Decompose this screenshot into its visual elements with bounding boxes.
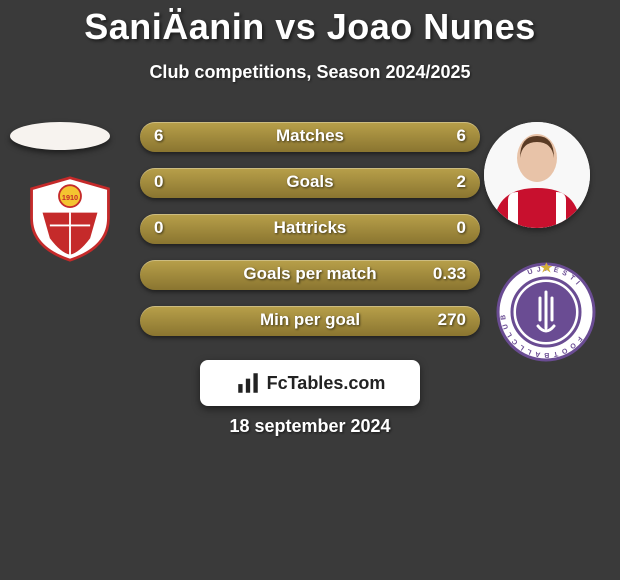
stat-value-right: 0	[457, 218, 466, 238]
stat-row: 0Goals2	[0, 168, 620, 214]
stat-pill: 0Hattricks0	[140, 214, 480, 244]
bar-chart-icon	[235, 370, 261, 396]
date-label: 18 september 2024	[0, 416, 620, 437]
stat-row: 6Matches6	[0, 122, 620, 168]
stat-label: Min per goal	[140, 310, 480, 330]
stats-area: 6Matches60Goals20Hattricks0Goals per mat…	[0, 122, 620, 352]
comparison-subtitle: Club competitions, Season 2024/2025	[0, 48, 620, 83]
stat-label: Hattricks	[140, 218, 480, 238]
stat-label: Goals per match	[140, 264, 480, 284]
stat-pill: Goals per match0.33	[140, 260, 480, 290]
stat-label: Goals	[140, 172, 480, 192]
stat-value-right: 6	[457, 126, 466, 146]
stat-label: Matches	[140, 126, 480, 146]
brand-text: FcTables.com	[267, 373, 386, 394]
stat-row: Goals per match0.33	[0, 260, 620, 306]
stat-pill: Min per goal270	[140, 306, 480, 336]
brand-badge: FcTables.com	[200, 360, 420, 406]
comparison-title: SaniÄanin vs Joao Nunes	[0, 0, 620, 48]
stat-row: 0Hattricks0	[0, 214, 620, 260]
stat-pill: 6Matches6	[140, 122, 480, 152]
stat-row: Min per goal270	[0, 306, 620, 352]
stat-pill: 0Goals2	[140, 168, 480, 198]
stat-value-right: 0.33	[433, 264, 466, 284]
stat-value-right: 2	[457, 172, 466, 192]
stat-value-right: 270	[438, 310, 466, 330]
